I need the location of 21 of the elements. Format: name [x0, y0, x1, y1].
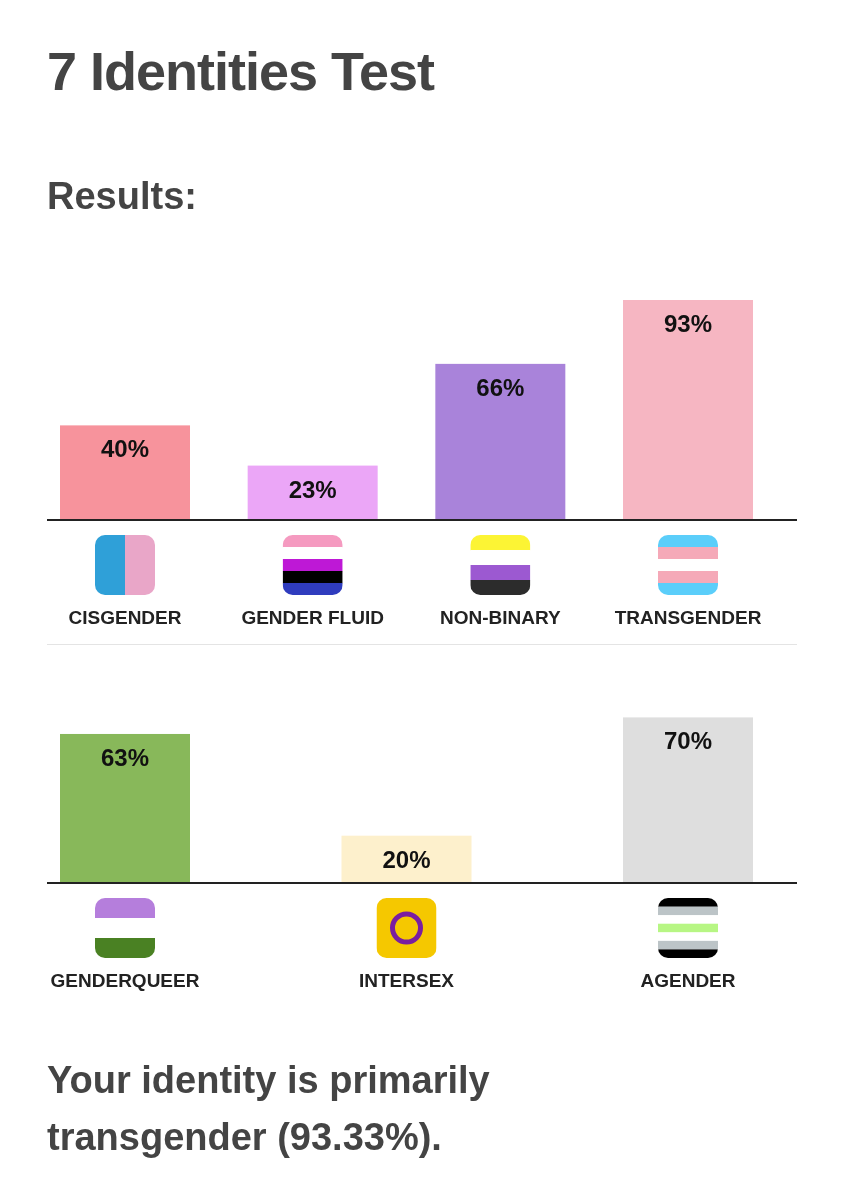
data-label: 40% — [100, 435, 150, 463]
bar — [60, 425, 190, 520]
text: Your identity is primarily transgender (93.33%). — [47, 1058, 491, 1160]
data-label: 63% — [100, 743, 150, 771]
data-label: 23% — [288, 475, 337, 503]
bar — [435, 363, 566, 520]
bar — [247, 465, 378, 520]
data-label: 70% — [663, 727, 713, 755]
x-tick-label: GENDER FLUID — [241, 607, 384, 628]
bar — [623, 300, 753, 520]
chart-subtitle: Results: — [47, 175, 197, 218]
x-tick-label: TRANSGENDER — [614, 607, 762, 628]
x-tick-label: INTERSEX — [358, 970, 455, 991]
x-tick-label: NON-BINARY — [439, 607, 561, 628]
x-tick-label: GENDERQUEER — [50, 970, 200, 991]
data-label: 93% — [663, 310, 713, 337]
x-tick-label: AGENDER — [640, 970, 736, 991]
x-tick-label: CISGENDER — [68, 607, 182, 628]
data-label: 66% — [476, 373, 525, 401]
chart-title: 7 Identities Test — [47, 40, 435, 102]
data-label: 20% — [382, 845, 431, 873]
